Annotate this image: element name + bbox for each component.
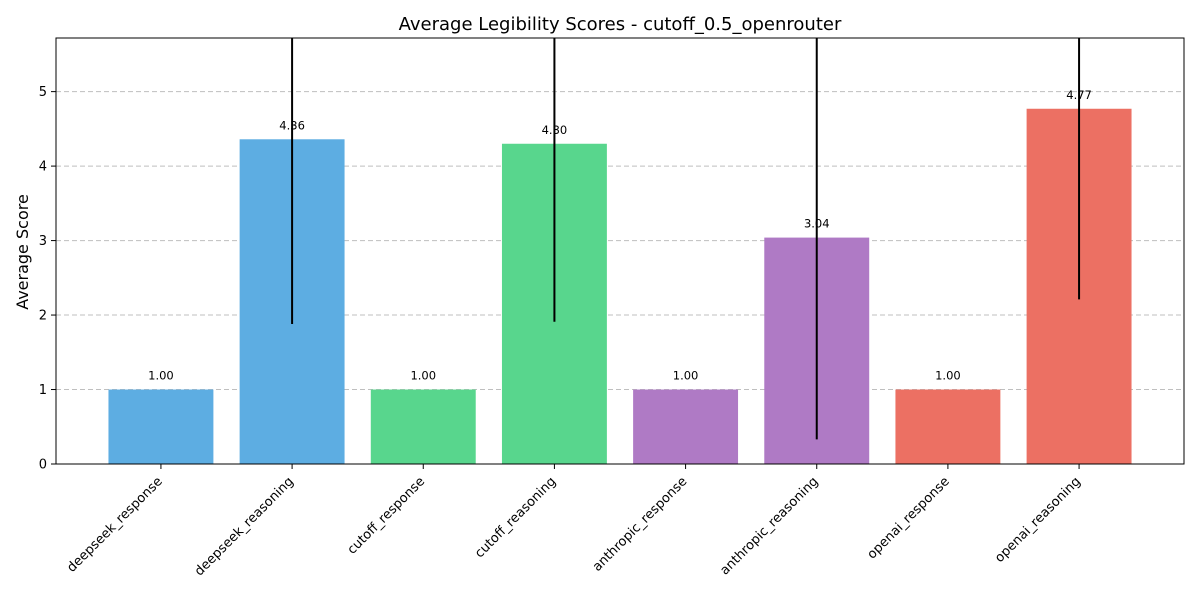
x-tick-label: anthropic_reasoning [718, 474, 822, 578]
y-axis-ticks: 0 1 2 3 4 5 [39, 85, 56, 473]
y-tick-label: 3 [39, 234, 47, 249]
bar [895, 389, 1001, 464]
value-label: 1.00 [935, 369, 961, 383]
value-label: 1.00 [148, 369, 174, 383]
x-tick-label: deepseek_response [64, 474, 165, 575]
plot-frame [55, 37, 1185, 465]
value-label: 1.00 [673, 369, 699, 383]
x-tick-label: openai_reasoning [992, 474, 1084, 566]
value-label: 1.00 [410, 369, 436, 383]
value-label: 4.30 [542, 123, 568, 137]
bar [633, 389, 739, 464]
y-tick-label: 4 [39, 160, 47, 175]
x-tick-label: cutoff_reasoning [472, 474, 559, 561]
value-label: 3.04 [804, 217, 830, 231]
y-axis-label: Average Score [13, 194, 32, 310]
bars [108, 108, 1132, 465]
grid-lines [56, 91, 1184, 465]
y-tick-label: 1 [39, 383, 47, 398]
chart-title: Average Legibility Scores - cutoff_0.5_o… [399, 14, 842, 35]
value-labels: 1.00 4.36 1.00 4.30 1.00 3.04 1.00 4.77 [148, 88, 1092, 383]
x-tick-label: anthropic_response [590, 474, 690, 574]
x-tick-label: openai_response [865, 474, 953, 562]
x-tick-label: cutoff_response [345, 474, 428, 557]
y-tick-label: 5 [39, 85, 47, 100]
y-tick-label: 0 [39, 458, 47, 473]
error-bars [291, 38, 1081, 440]
y-tick-label: 2 [39, 309, 47, 324]
value-label: 4.36 [279, 118, 305, 132]
x-axis-ticks: deepseek_response deepseek_reasoning cutof… [64, 464, 1084, 579]
bar [370, 389, 476, 464]
value-label: 4.77 [1066, 88, 1092, 102]
x-tick-label: deepseek_reasoning [192, 474, 297, 579]
bar [108, 389, 214, 464]
